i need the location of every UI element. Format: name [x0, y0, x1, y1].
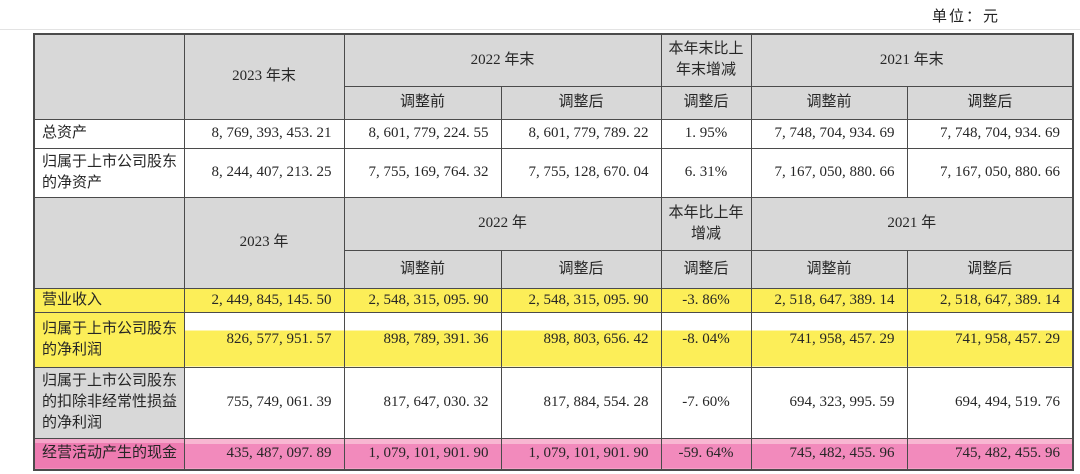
col-header-2023: 2023 年: [183, 196, 345, 289]
value-cell: 694, 494, 519. 76: [906, 366, 1074, 439]
value-cell: 694, 323, 995. 59: [750, 366, 908, 439]
value-cell: 2, 548, 315, 095. 90: [500, 287, 662, 313]
value-cell: 435, 487, 097. 89: [183, 437, 345, 471]
value-cell: 8, 601, 779, 789. 22: [500, 118, 662, 149]
table-row-revenue: 营业收入 2, 449, 845, 145. 50 2, 548, 315, 0…: [33, 287, 1074, 313]
value-cell: 745, 482, 455. 96: [906, 437, 1074, 471]
value-cell: 2, 518, 647, 389. 14: [906, 287, 1074, 313]
empty-corner-cell: [33, 33, 185, 120]
pct-cell: -7. 60%: [660, 366, 752, 439]
value-cell: 7, 167, 050, 880. 66: [750, 147, 908, 198]
col-header-2021: 2021 年: [750, 196, 1074, 251]
pct-cell: 6. 31%: [660, 147, 752, 198]
subheader-adj-before: 调整前: [750, 85, 908, 120]
value-cell: 817, 647, 030. 32: [343, 366, 502, 439]
subheader-adj-before: 调整前: [750, 249, 908, 289]
value-cell: 7, 167, 050, 880. 66: [906, 147, 1074, 198]
pct-cell: -59. 64%: [660, 437, 752, 471]
header-row-income: 2023 年 2022 年 本年比上年增减 2021 年: [33, 196, 1074, 289]
table-row-deducted-net-profit: 归属于上市公司股东的扣除非经常性损益的净利润 755, 749, 061. 39…: [33, 366, 1074, 439]
unit-label: 单位：元: [931, 9, 1000, 25]
value-cell: 8, 769, 393, 453. 21: [183, 118, 345, 149]
row-label: 归属于上市公司股东的净利润: [33, 311, 185, 368]
value-cell: 8, 244, 407, 213. 25: [183, 147, 345, 198]
page-divider-line: [0, 29, 1080, 30]
value-cell: 7, 748, 704, 934. 69: [906, 118, 1074, 149]
table-row-net-assets: 归属于上市公司股东的净资产 8, 244, 407, 213. 25 7, 75…: [33, 147, 1074, 198]
row-label: 归属于上市公司股东的扣除非经常性损益的净利润: [33, 366, 185, 439]
subheader-adj-after: 调整后: [500, 85, 662, 120]
row-label: 归属于上市公司股东的净资产: [33, 147, 185, 198]
col-header-2021ye: 2021 年末: [750, 33, 1074, 87]
financial-summary-table: 2023 年末 2022 年末 本年末比上年末增减 2021 年末 调整前 调整…: [33, 33, 1075, 471]
pct-cell: 1. 95%: [660, 118, 752, 149]
value-cell: 741, 958, 457. 29: [906, 311, 1074, 368]
value-cell: 1, 079, 101, 901. 90: [500, 437, 662, 471]
empty-corner-cell: [33, 196, 185, 289]
row-label: 总资产: [33, 118, 185, 149]
subheader-adj-after: 调整后: [906, 249, 1074, 289]
value-cell: 8, 601, 779, 224. 55: [343, 118, 502, 149]
value-cell: 1, 079, 101, 901. 90: [343, 437, 502, 471]
value-cell: 7, 755, 128, 670. 04: [500, 147, 662, 198]
col-header-change: 本年比上年增减: [660, 196, 752, 251]
subheader-adj-after: 调整后: [500, 249, 662, 289]
row-label: 经营活动产生的现金: [33, 437, 185, 471]
value-cell: 7, 755, 169, 764. 32: [343, 147, 502, 198]
col-header-2023ye: 2023 年末: [183, 33, 345, 120]
subheader-row-balance: 调整前 调整后 调整后 调整前 调整后: [34, 85, 1074, 120]
value-cell: 2, 548, 315, 095. 90: [343, 287, 502, 313]
subheader-adj-after: 调整后: [660, 249, 752, 289]
value-cell: 7, 748, 704, 934. 69: [750, 118, 908, 149]
value-cell: 898, 789, 391. 36: [343, 311, 502, 368]
subheader-row-income: 调整前 调整后 调整后 调整前 调整后: [34, 249, 1074, 289]
value-cell: 755, 749, 061. 39: [183, 366, 345, 439]
table-row-net-profit: 归属于上市公司股东的净利润 826, 577, 951. 57 898, 789…: [33, 311, 1074, 368]
value-cell: 817, 884, 554. 28: [500, 366, 662, 439]
subheader-adj-before: 调整前: [343, 85, 502, 120]
subheader-adj-after: 调整后: [660, 85, 752, 120]
col-header-change-ye: 本年末比上年末增减: [660, 33, 752, 87]
value-cell: 898, 803, 656. 42: [500, 311, 662, 368]
subheader-adj-after: 调整后: [906, 85, 1074, 120]
value-cell: 745, 482, 455. 96: [750, 437, 908, 471]
subheader-adj-before: 调整前: [343, 249, 502, 289]
value-cell: 2, 449, 845, 145. 50: [183, 287, 345, 313]
value-cell: 826, 577, 951. 57: [183, 311, 345, 368]
value-cell: 2, 518, 647, 389. 14: [750, 287, 908, 313]
row-label: 营业收入: [33, 287, 185, 313]
table-row-operating-cash: 经营活动产生的现金 435, 487, 097. 89 1, 079, 101,…: [33, 437, 1074, 471]
header-row-balance: 2023 年末 2022 年末 本年末比上年末增减 2021 年末: [33, 33, 1074, 120]
table-row-total-assets: 总资产 8, 769, 393, 453. 21 8, 601, 779, 22…: [33, 118, 1074, 149]
pct-cell: -3. 86%: [660, 287, 752, 313]
pct-cell: -8. 04%: [660, 311, 752, 368]
col-header-2022ye: 2022 年末: [343, 33, 662, 87]
value-cell: 741, 958, 457. 29: [750, 311, 908, 368]
col-header-2022: 2022 年: [343, 196, 662, 251]
